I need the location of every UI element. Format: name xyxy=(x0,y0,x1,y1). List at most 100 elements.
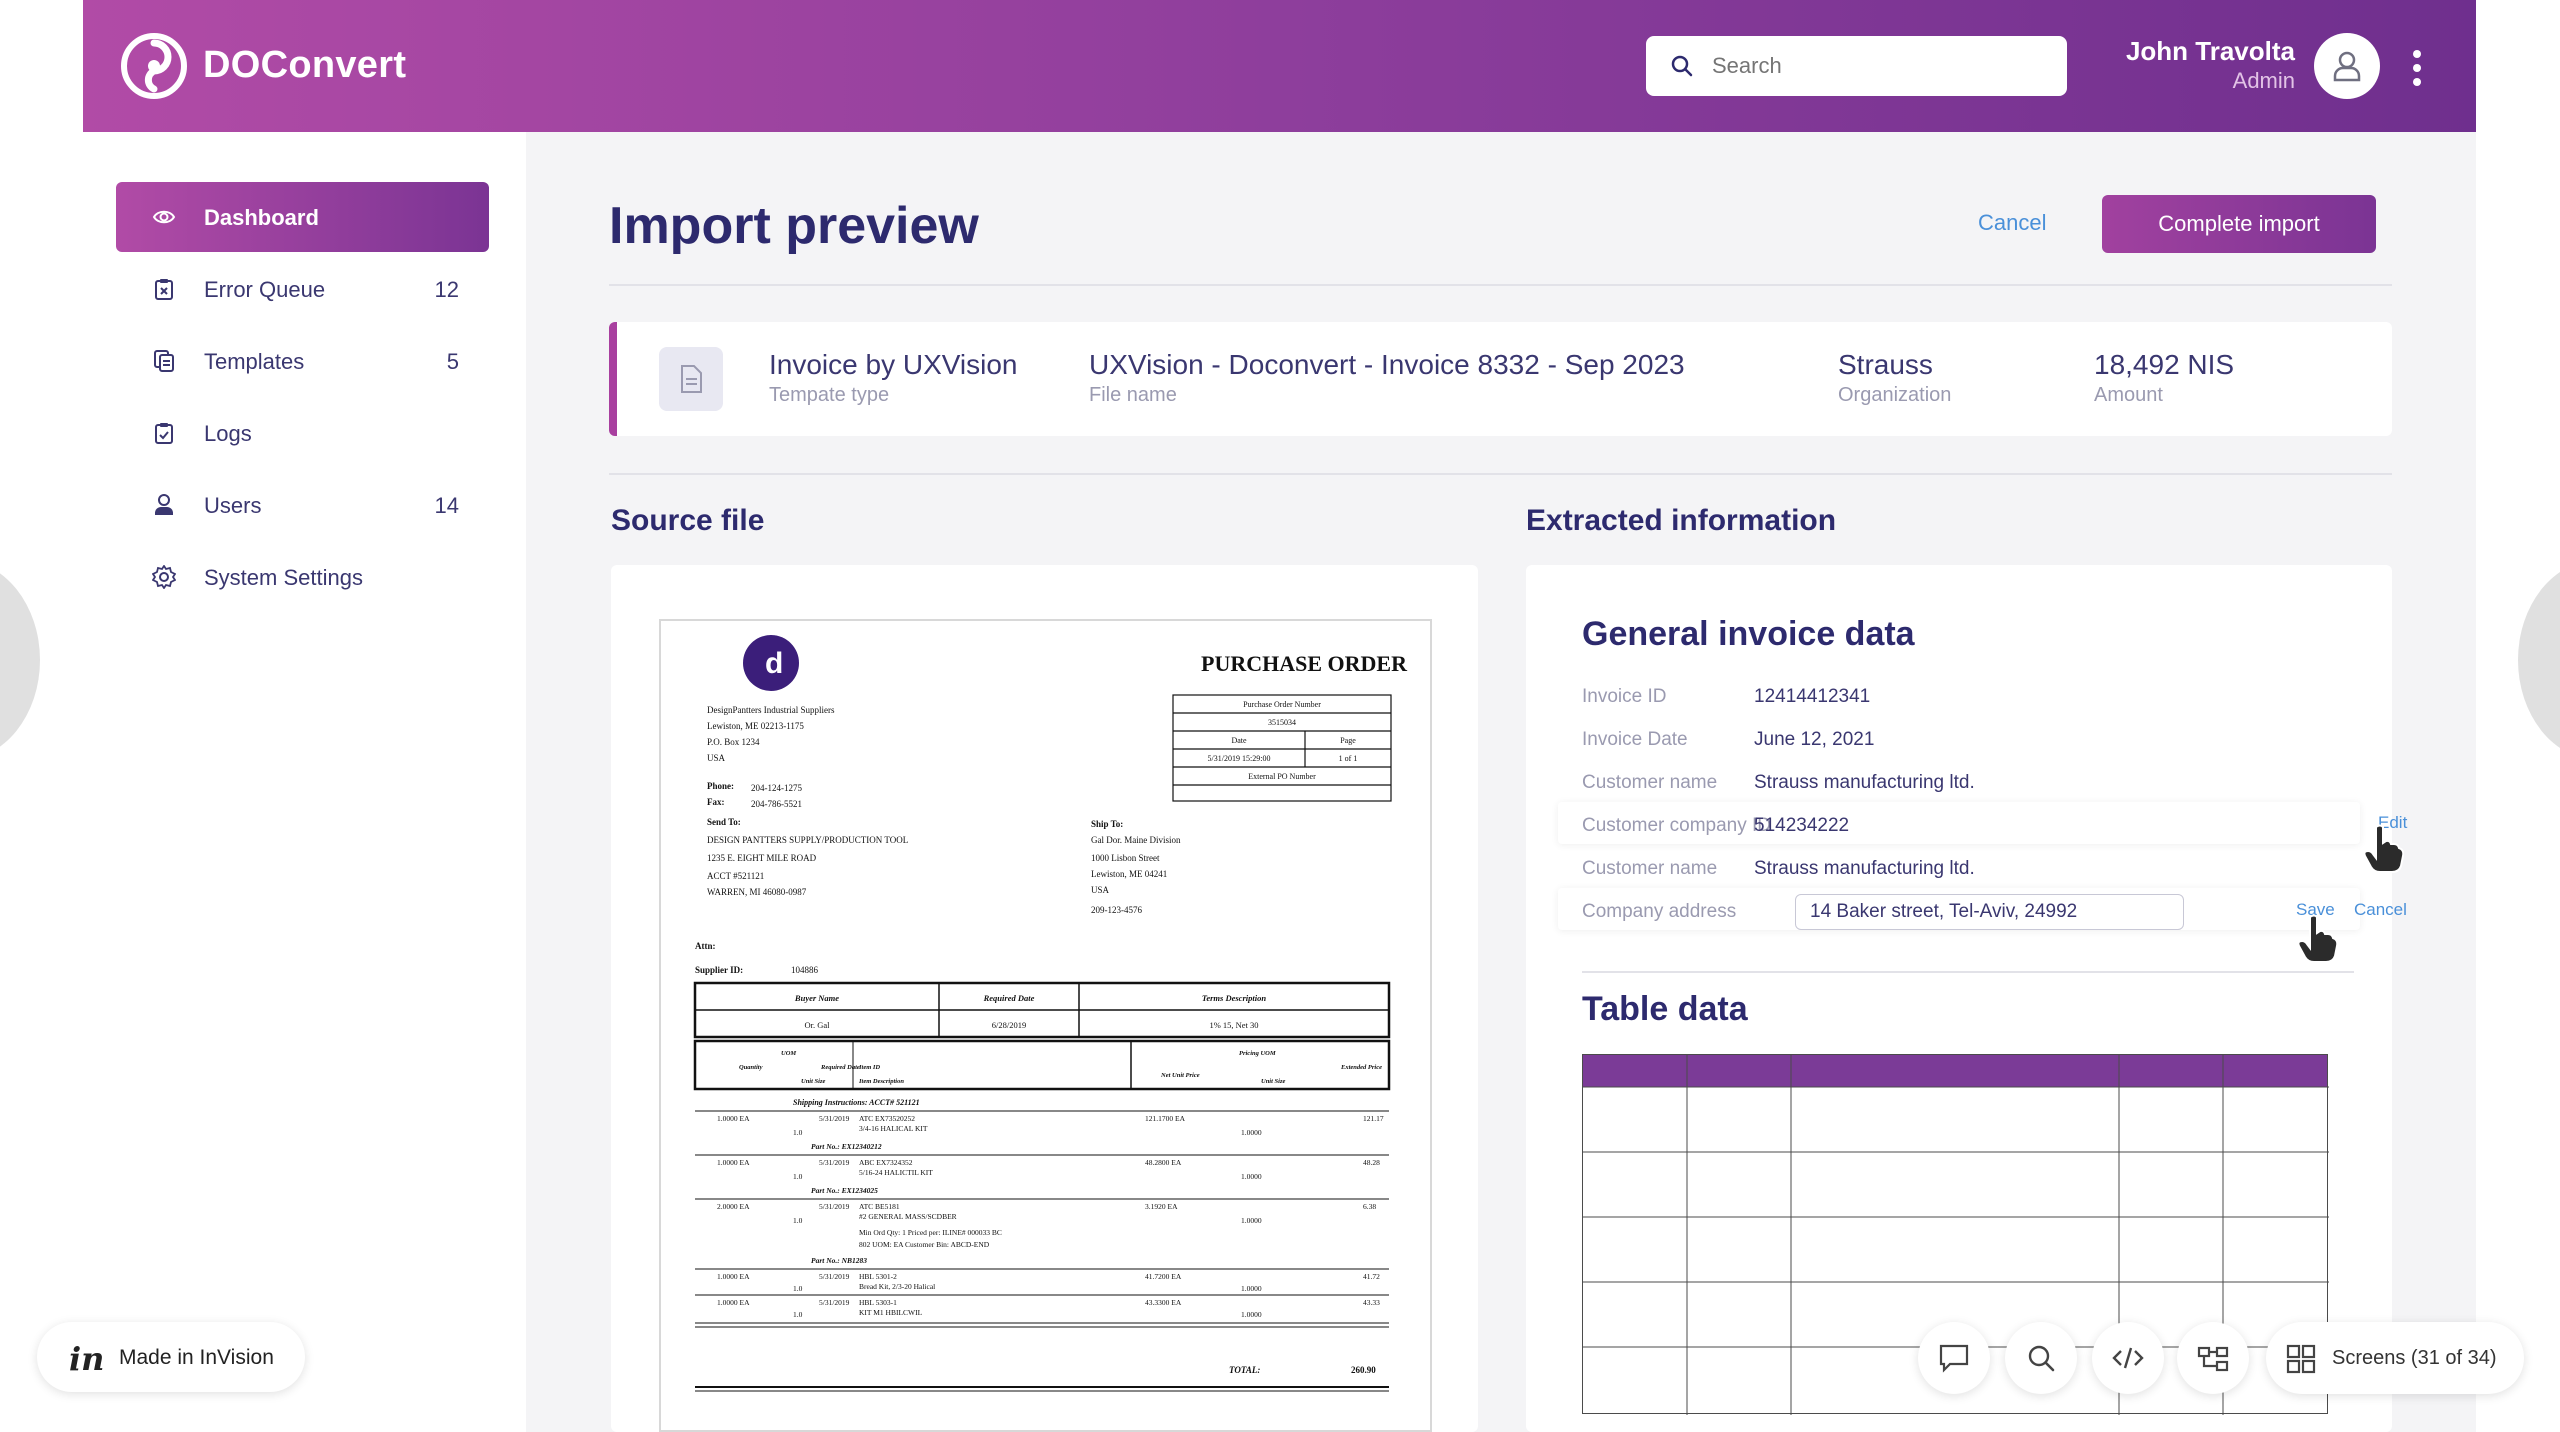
doconvert-logo[interactable] xyxy=(121,33,187,99)
svg-text:802 UOM: EA Customer Bin: ABCD: 802 UOM: EA Customer Bin: ABCD-END xyxy=(859,1240,990,1249)
svg-text:Fax:: Fax: xyxy=(707,797,725,807)
avatar[interactable] xyxy=(2314,33,2380,99)
row-hover-highlight[interactable] xyxy=(1558,802,2360,844)
search-box[interactable] xyxy=(1646,36,2067,96)
svg-text:d: d xyxy=(765,647,783,680)
svg-text:Page: Page xyxy=(1340,736,1356,745)
extracted-info-panel: General invoice data Invoice ID 12414412… xyxy=(1526,565,2407,1432)
svg-text:DesignPantters Industrial Supp: DesignPantters Industrial Suppliers xyxy=(707,705,835,715)
sidebar-item-count: 12 xyxy=(434,277,459,302)
invision-label: Made in InVision xyxy=(119,1346,274,1369)
save-link[interactable]: Save xyxy=(2296,900,2335,919)
file-name-value: UXVision - Doconvert - Invoice 8332 - Se… xyxy=(1089,349,1685,380)
sidebar-item-error-queue[interactable]: Error Queue 12 xyxy=(116,254,489,324)
divider xyxy=(1582,971,2354,973)
svg-text:Terms Description: Terms Description xyxy=(1202,993,1266,1003)
svg-text:43.3300 EA: 43.3300 EA xyxy=(1145,1298,1182,1307)
comment-button[interactable] xyxy=(1918,1322,1990,1394)
svg-text:Buyer Name: Buyer Name xyxy=(794,993,839,1003)
sidebar: Dashboard Error Queue 12 Templates 5 xyxy=(83,132,526,1432)
svg-text:5/31/2019: 5/31/2019 xyxy=(819,1202,850,1211)
invision-logo-icon: in xyxy=(69,1340,105,1378)
screens-navigator[interactable]: Screens (31 of 34) xyxy=(2266,1322,2524,1394)
search-icon xyxy=(1671,55,1693,77)
svg-text:Required Date: Required Date xyxy=(983,993,1035,1003)
svg-text:P.O. Box 1234: P.O. Box 1234 xyxy=(707,737,760,747)
field-label: Invoice Date xyxy=(1582,729,1688,750)
svg-text:121.17: 121.17 xyxy=(1363,1114,1384,1123)
svg-text:1235 E. EIGHT MILE ROAD: 1235 E. EIGHT MILE ROAD xyxy=(707,853,817,863)
template-type-label: Tempate type xyxy=(769,384,890,406)
svg-text:Or. Gal: Or. Gal xyxy=(804,1020,830,1030)
svg-text:Supplier ID:: Supplier ID: xyxy=(695,965,743,975)
sidebar-item-templates[interactable]: Templates 5 xyxy=(116,326,489,396)
svg-text:1.0: 1.0 xyxy=(793,1216,803,1225)
svg-text:204-124-1275: 204-124-1275 xyxy=(751,783,802,793)
more-menu-icon[interactable] xyxy=(2411,48,2423,88)
svg-text:5/16-24 HALICTIL KIT: 5/16-24 HALICTIL KIT xyxy=(859,1168,933,1177)
search-input[interactable] xyxy=(1712,36,2042,96)
field-label: Customer name xyxy=(1582,772,1718,793)
svg-text:Part No.: EX1234025: Part No.: EX1234025 xyxy=(811,1186,878,1195)
user-avatar-icon xyxy=(2333,51,2361,82)
clipboard-x-icon xyxy=(155,279,173,300)
source-file-title: Source file xyxy=(611,504,765,537)
complete-import-button[interactable]: Complete import xyxy=(2102,195,2376,253)
svg-text:204-786-5521: 204-786-5521 xyxy=(751,799,802,809)
sidebar-item-dashboard[interactable]: Dashboard xyxy=(116,182,489,252)
flow-button[interactable] xyxy=(2177,1322,2249,1394)
field-value: June 12, 2021 xyxy=(1754,729,1875,750)
svg-text:USA: USA xyxy=(1091,885,1110,895)
svg-text:1.0000 EA: 1.0000 EA xyxy=(717,1272,750,1281)
svg-text:1.0000: 1.0000 xyxy=(1241,1128,1262,1137)
sidebar-item-system-settings[interactable]: System Settings xyxy=(116,542,489,612)
svg-text:1.0: 1.0 xyxy=(793,1128,803,1137)
svg-text:TOTAL:: TOTAL: xyxy=(1229,1365,1260,1375)
sidebar-item-label: Dashboard xyxy=(204,205,319,230)
screens-label: Screens (31 of 34) xyxy=(2332,1347,2497,1369)
extracted-data-table[interactable] xyxy=(1582,1054,2329,1415)
made-in-invision-badge[interactable]: in Made in InVision xyxy=(37,1322,305,1392)
sidebar-item-users[interactable]: Users 14 xyxy=(116,470,489,540)
svg-text:5/31/2019: 5/31/2019 xyxy=(819,1272,850,1281)
page-title: Import preview xyxy=(609,197,979,255)
svg-text:2.0000 EA: 2.0000 EA xyxy=(717,1202,750,1211)
purchase-order-document[interactable]: d PURCHASE ORDER DesignPantters Industri… xyxy=(659,619,1432,1432)
sidebar-item-label: Error Queue xyxy=(204,277,326,302)
cancel-button[interactable]: Cancel xyxy=(1978,210,2047,235)
svg-text:43.33: 43.33 xyxy=(1363,1298,1380,1307)
purchase-order-page: d PURCHASE ORDER DesignPantters Industri… xyxy=(693,635,1408,1392)
svg-text:Min Ord Qty: 1 Priced per: I: Min Ord Qty: 1 Priced per: ILINE# 000033… xyxy=(859,1228,1002,1237)
sidebar-item-logs[interactable]: Logs xyxy=(116,398,489,468)
code-icon xyxy=(2112,1347,2144,1369)
prev-screen-arrow[interactable] xyxy=(0,560,40,760)
edit-link[interactable]: Edit xyxy=(2378,813,2408,832)
svg-text:Attn:: Attn: xyxy=(695,941,716,951)
inspect-button[interactable] xyxy=(2005,1322,2077,1394)
sidebar-item-count: 14 xyxy=(434,493,459,518)
svg-text:External PO Number: External PO Number xyxy=(1248,772,1316,781)
svg-text:1.0000: 1.0000 xyxy=(1241,1310,1262,1319)
svg-text:1.0: 1.0 xyxy=(793,1172,803,1181)
svg-text:Item Description: Item Description xyxy=(858,1078,904,1085)
next-screen-arrow[interactable] xyxy=(2518,560,2560,760)
company-address-input[interactable] xyxy=(1795,894,2184,930)
svg-text:Send To:: Send To: xyxy=(707,817,741,827)
svg-text:5/31/2019 15:29:00: 5/31/2019 15:29:00 xyxy=(1208,754,1271,763)
svg-text:1000 Lisbon Street: 1000 Lisbon Street xyxy=(1091,853,1160,863)
po-title: PURCHASE ORDER xyxy=(1201,651,1408,676)
svg-text:UOM: UOM xyxy=(781,1050,796,1057)
svg-text:1% 15, Net 30: 1% 15, Net 30 xyxy=(1209,1020,1258,1030)
document-icon-box xyxy=(659,347,723,411)
svg-text:6.38: 6.38 xyxy=(1363,1202,1376,1211)
code-button[interactable] xyxy=(2092,1322,2164,1394)
svg-text:1 of 1: 1 of 1 xyxy=(1339,754,1358,763)
svg-text:6/28/2019: 6/28/2019 xyxy=(992,1020,1026,1030)
divider xyxy=(609,473,2392,475)
svg-text:WARREN, MI 46080-0987: WARREN, MI 46080-0987 xyxy=(707,887,807,897)
sidebar-item-label: Logs xyxy=(204,421,252,446)
svg-text:Extended Price: Extended Price xyxy=(1340,1064,1382,1071)
grid-icon xyxy=(2286,1344,2316,1374)
cancel-edit-link[interactable]: Cancel xyxy=(2354,900,2407,919)
field-label: Invoice ID xyxy=(1582,686,1667,707)
